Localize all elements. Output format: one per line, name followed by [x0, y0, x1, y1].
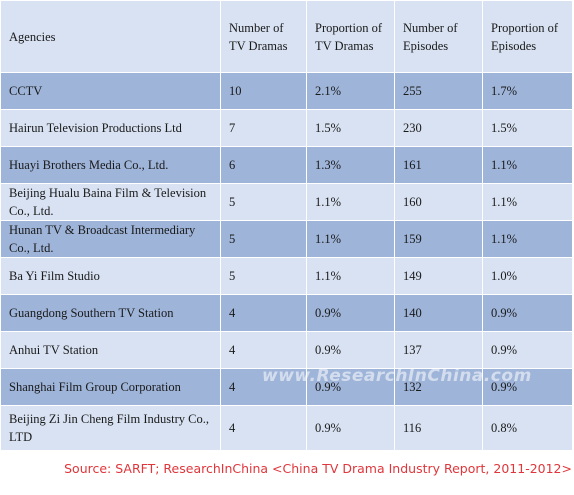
agency-cell: Anhui TV Station: [0, 331, 221, 369]
tv-dramas-count-cell: 6: [220, 146, 307, 184]
table-row: Guangdong Southern TV Station 4 0.9% 140 0.9…: [0, 294, 573, 332]
episodes-count-cell: 149: [394, 257, 483, 295]
table-row: Hairun Television Productions Ltd 7 1.5% 23…: [0, 109, 573, 147]
tv-dramas-proportion-cell: 1.3%: [306, 146, 395, 184]
episodes-proportion-cell: 1.0%: [482, 257, 573, 295]
episodes-count-cell: 137: [394, 331, 483, 369]
tv-dramas-proportion-cell: 2.1%: [306, 72, 395, 110]
episodes-proportion-cell: 0.9%: [482, 368, 573, 406]
agency-cell: Shanghai Film Group Corporation: [0, 368, 221, 406]
tv-dramas-proportion-cell: 1.1%: [306, 257, 395, 295]
episodes-proportion-cell: 1.1%: [482, 183, 573, 221]
tv-dramas-count-cell: 4: [220, 405, 307, 451]
column-header-agencies: Agencies: [0, 0, 221, 73]
column-header-proportion-of-episodes: Proportion of Episodes: [482, 0, 573, 73]
table-row: Hunan TV & Broadcast Intermediary Co., L…: [0, 220, 573, 258]
table-row: Beijing Zi Jin Cheng Film Industry Co., …: [0, 405, 573, 451]
tv-dramas-proportion-cell: 1.5%: [306, 109, 395, 147]
tv-dramas-proportion-cell: 0.9%: [306, 294, 395, 332]
episodes-proportion-cell: 0.8%: [482, 405, 573, 451]
agency-cell: Ba Yi Film Studio: [0, 257, 221, 295]
agency-cell: Beijing Zi Jin Cheng Film Industry Co., …: [0, 405, 221, 451]
tv-dramas-count-cell: 5: [220, 183, 307, 221]
episodes-proportion-cell: 0.9%: [482, 331, 573, 369]
table-row: CCTV 10 2.1% 255 1.7%: [0, 72, 573, 110]
tv-dramas-count-cell: 5: [220, 257, 307, 295]
agency-cell: Hairun Television Productions Ltd: [0, 109, 221, 147]
table-row: Anhui TV Station 4 0.9% 137 0.9%: [0, 331, 573, 369]
table-body: CCTV 10 2.1% 255 1.7% Hairun Television Produ…: [0, 72, 573, 451]
agency-cell: Guangdong Southern TV Station: [0, 294, 221, 332]
episodes-count-cell: 255: [394, 72, 483, 110]
table-row: Huayi Brothers Media Co., Ltd. 6 1.3% 161 1.…: [0, 146, 573, 184]
episodes-proportion-cell: 1.5%: [482, 109, 573, 147]
tv-dramas-count-cell: 4: [220, 368, 307, 406]
episodes-proportion-cell: 1.1%: [482, 146, 573, 184]
tv-dramas-proportion-cell: 0.9%: [306, 405, 395, 451]
episodes-count-cell: 132: [394, 368, 483, 406]
episodes-proportion-cell: 1.7%: [482, 72, 573, 110]
episodes-count-cell: 159: [394, 220, 483, 258]
column-header-number-of-episodes: Number of Episodes: [394, 0, 483, 73]
tv-dramas-proportion-cell: 1.1%: [306, 183, 395, 221]
agency-cell: Huayi Brothers Media Co., Ltd.: [0, 146, 221, 184]
agency-cell: CCTV: [0, 72, 221, 110]
episodes-count-cell: 116: [394, 405, 483, 451]
episodes-count-cell: 230: [394, 109, 483, 147]
agency-cell: Hunan TV & Broadcast Intermediary Co., L…: [0, 220, 221, 258]
table-row: Beijing Hualu Baina Film & Television Co…: [0, 183, 573, 221]
tv-dramas-count-cell: 7: [220, 109, 307, 147]
source-note: Source: SARFT; ResearchInChina <China TV…: [64, 461, 572, 476]
data-table-container: Agencies Number of TV Dramas Proportion …: [0, 0, 573, 451]
agencies-table: Agencies Number of TV Dramas Proportion …: [0, 0, 573, 451]
episodes-count-cell: 161: [394, 146, 483, 184]
tv-dramas-count-cell: 10: [220, 72, 307, 110]
tv-dramas-count-cell: 4: [220, 331, 307, 369]
episodes-count-cell: 160: [394, 183, 483, 221]
tv-dramas-proportion-cell: 1.1%: [306, 220, 395, 258]
episodes-proportion-cell: 1.1%: [482, 220, 573, 258]
column-header-number-of-tv-dramas: Number of TV Dramas: [220, 0, 307, 73]
episodes-count-cell: 140: [394, 294, 483, 332]
tv-dramas-count-cell: 5: [220, 220, 307, 258]
table-header-row: Agencies Number of TV Dramas Proportion …: [0, 0, 573, 73]
column-header-proportion-of-tv-dramas: Proportion of TV Dramas: [306, 0, 395, 73]
table-row: Ba Yi Film Studio 5 1.1% 149 1.0%: [0, 257, 573, 295]
episodes-proportion-cell: 0.9%: [482, 294, 573, 332]
tv-dramas-proportion-cell: 0.9%: [306, 331, 395, 369]
tv-dramas-count-cell: 4: [220, 294, 307, 332]
agency-cell: Beijing Hualu Baina Film & Television Co…: [0, 183, 221, 221]
table-row: Shanghai Film Group Corporation 4 0.9% 132 0…: [0, 368, 573, 406]
tv-dramas-proportion-cell: 0.9%: [306, 368, 395, 406]
